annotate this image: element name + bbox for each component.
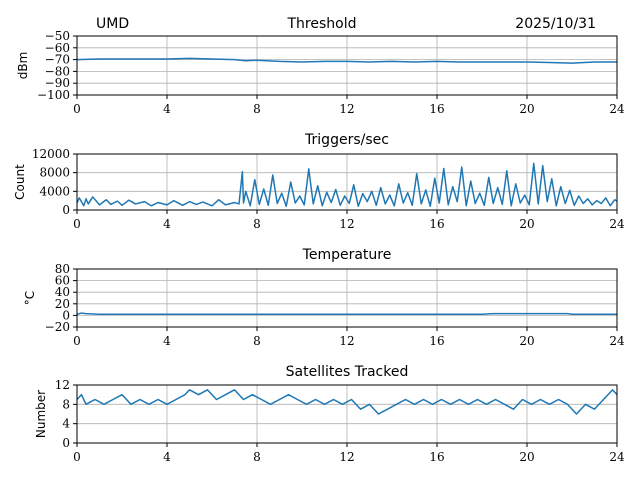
y-tick-label: 40 (55, 285, 70, 299)
x-tick-label: 8 (253, 102, 261, 116)
y-tick-label: −80 (45, 64, 70, 78)
y-tick-label: −20 (45, 320, 70, 334)
x-tick-label: 0 (73, 334, 81, 348)
y-tick-label: 8000 (39, 166, 70, 180)
y-tick-label: 0 (62, 203, 70, 217)
date-label: 2025/10/31 (515, 16, 596, 32)
station-label: UMD (96, 16, 129, 32)
y-axis-label: dBm (16, 52, 30, 80)
x-tick-label: 16 (429, 450, 444, 464)
y-tick-label: −70 (45, 53, 70, 67)
x-tick-label: 8 (253, 217, 261, 231)
panel-1: 0 4 8 12 16 20 24 −100−90−80−70−60−50 dBm (16, 29, 625, 116)
threshold-title: Threshold (287, 16, 357, 32)
x-tick-label: 8 (253, 450, 261, 464)
x-tick-label: 16 (429, 217, 444, 231)
y-tick-label: 60 (55, 274, 70, 288)
y-tick-label: 12000 (32, 147, 70, 161)
x-tick-label: 12 (339, 334, 354, 348)
y-tick-label: 20 (55, 297, 70, 311)
y-tick-label: 4 (62, 417, 70, 431)
x-tick-label: 8 (253, 334, 261, 348)
x-tick-label: 24 (609, 217, 625, 231)
y-tick-label: −60 (45, 41, 70, 55)
x-tick-label: 20 (519, 334, 534, 348)
x-tick-label: 12 (339, 102, 354, 116)
x-tick-label: 4 (163, 102, 171, 116)
series-line-1 (76, 162, 618, 208)
x-tick-label: 24 (609, 102, 625, 116)
x-tick-label: 20 (519, 217, 534, 231)
y-axis-label: °C (23, 291, 37, 305)
y-tick-label: 80 (55, 262, 70, 276)
x-tick-label: 4 (163, 217, 171, 231)
series-line-1 (76, 389, 618, 415)
x-tick-label: 16 (429, 334, 444, 348)
y-axis-label: Number (34, 390, 48, 438)
x-tick-label: 16 (429, 102, 444, 116)
x-tick-label: 0 (73, 450, 81, 464)
panel-title: Satellites Tracked (286, 364, 409, 380)
y-tick-label: 12 (55, 378, 70, 392)
series-line-1 (76, 57, 617, 64)
y-tick-label: 0 (62, 436, 70, 450)
x-tick-label: 12 (339, 217, 354, 231)
y-tick-label: 0 (62, 308, 70, 322)
y-tick-label: −50 (45, 29, 70, 43)
series-line-1 (76, 312, 617, 315)
panel-title: Triggers/sec (304, 132, 389, 148)
x-tick-label: 0 (73, 217, 81, 231)
x-tick-label: 12 (339, 450, 354, 464)
panel-title: Temperature (302, 247, 392, 263)
y-axis-label: Count (13, 164, 27, 200)
panel-4: 0 4 8 12 16 20 24 0 4 8 12 Satellites Tracked Number (34, 364, 625, 464)
x-tick-label: 4 (163, 334, 171, 348)
x-tick-label: 20 (519, 102, 534, 116)
x-tick-label: 4 (163, 450, 171, 464)
y-tick-label: −90 (45, 76, 70, 90)
y-tick-label: 8 (62, 397, 70, 411)
x-tick-label: 0 (73, 102, 81, 116)
x-tick-label: 24 (609, 334, 625, 348)
panel-2: 0 4 8 12 16 20 24 0 4000 8000 12000 Triggers/sec Cou… (13, 132, 625, 231)
y-tick-label: −100 (37, 88, 70, 102)
y-tick-label: 4000 (39, 184, 70, 198)
x-tick-label: 24 (609, 450, 625, 464)
x-tick-label: 20 (519, 450, 534, 464)
